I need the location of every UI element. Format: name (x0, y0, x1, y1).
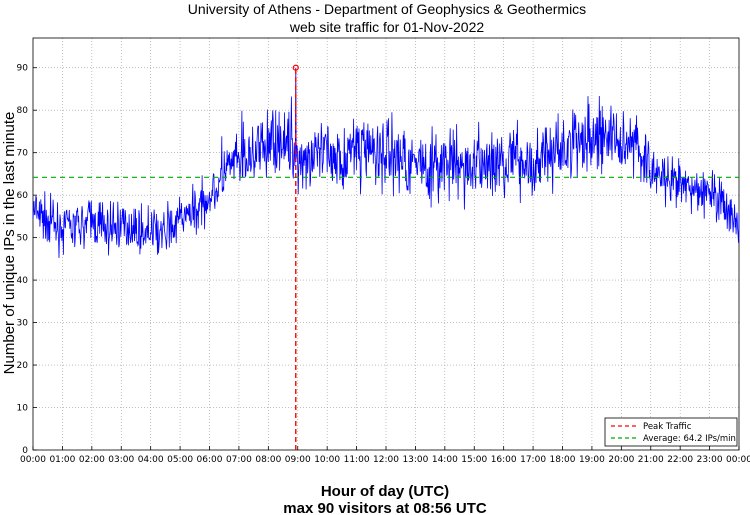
series-area (32, 67, 740, 259)
x-tick-label: 12:00 (373, 455, 399, 465)
peak-marker (292, 64, 299, 71)
x-tick-label: 08:00 (255, 455, 281, 465)
x-tick-label: 03:00 (108, 455, 134, 465)
legend-peak-label: Peak Traffic (643, 422, 692, 432)
legend-average-label: Average: 64.2 IPs/min (643, 434, 736, 444)
traffic-line (32, 67, 740, 259)
y-tick-label: 90 (17, 64, 29, 74)
x-tick-label: 02:00 (79, 455, 105, 465)
x-tick-label: 09:00 (285, 455, 311, 465)
y-tick-label: 50 (17, 234, 29, 244)
y-tick-label: 20 (17, 361, 29, 371)
y-tick-label: 30 (17, 319, 29, 329)
y-tick-label: 80 (17, 106, 29, 116)
y-tick-label: 70 (17, 149, 29, 159)
x-tick-label: 00:00 (20, 455, 46, 465)
x-tick-label: 17:00 (520, 455, 546, 465)
x-tick-label: 23:00 (697, 455, 723, 465)
x-tick-label: 18:00 (550, 455, 576, 465)
y-tick-label: 0 (22, 446, 28, 456)
y-tick-label: 40 (17, 276, 29, 286)
legend: Peak Traffic Average: 64.2 IPs/min (604, 417, 738, 447)
x-tick-label: 04:00 (138, 455, 164, 465)
y-tick-label: 10 (17, 404, 29, 414)
x-tick-label: 05:00 (167, 455, 193, 465)
x-tick-label: 21:00 (638, 455, 664, 465)
x-tick-label: 19:00 (579, 455, 605, 465)
x-tick-label: 11:00 (344, 455, 370, 465)
x-tick-label: 20:00 (608, 455, 634, 465)
legend-box (604, 417, 738, 447)
x-tick-label: 14:00 (432, 455, 458, 465)
plot-frame (32, 37, 740, 451)
x-tick-label: 22:00 (667, 455, 693, 465)
axes: 00:00 01:00 02:00 03:00 04:00 05:00 06:00 07:00… (17, 37, 750, 465)
reference-lines (33, 64, 739, 450)
x-axis-sublabel: max 90 visitors at 08:56 UTC (283, 500, 487, 515)
x-tick-label: 15:00 (461, 455, 487, 465)
x-tick-label: 01:00 (49, 455, 75, 465)
x-axis-label: Hour of day (UTC) (321, 483, 449, 500)
chart-title: University of Athens - Department of Geo… (188, 1, 586, 17)
y-tick-label: 60 (17, 191, 29, 201)
grid (33, 38, 739, 450)
x-tick-label: 06:00 (197, 455, 223, 465)
x-tick-label: 13:00 (402, 455, 428, 465)
chart-subtitle: web site traffic for 01-Nov-2022 (289, 19, 484, 35)
x-tick-label: 10:00 (314, 455, 340, 465)
y-axis-label: Number of unique IPs in the last minute (1, 112, 18, 375)
x-tick-label: 16:00 (491, 455, 517, 465)
x-tick-label: 00:00 (726, 455, 750, 465)
x-tick-label: 07:00 (226, 455, 252, 465)
